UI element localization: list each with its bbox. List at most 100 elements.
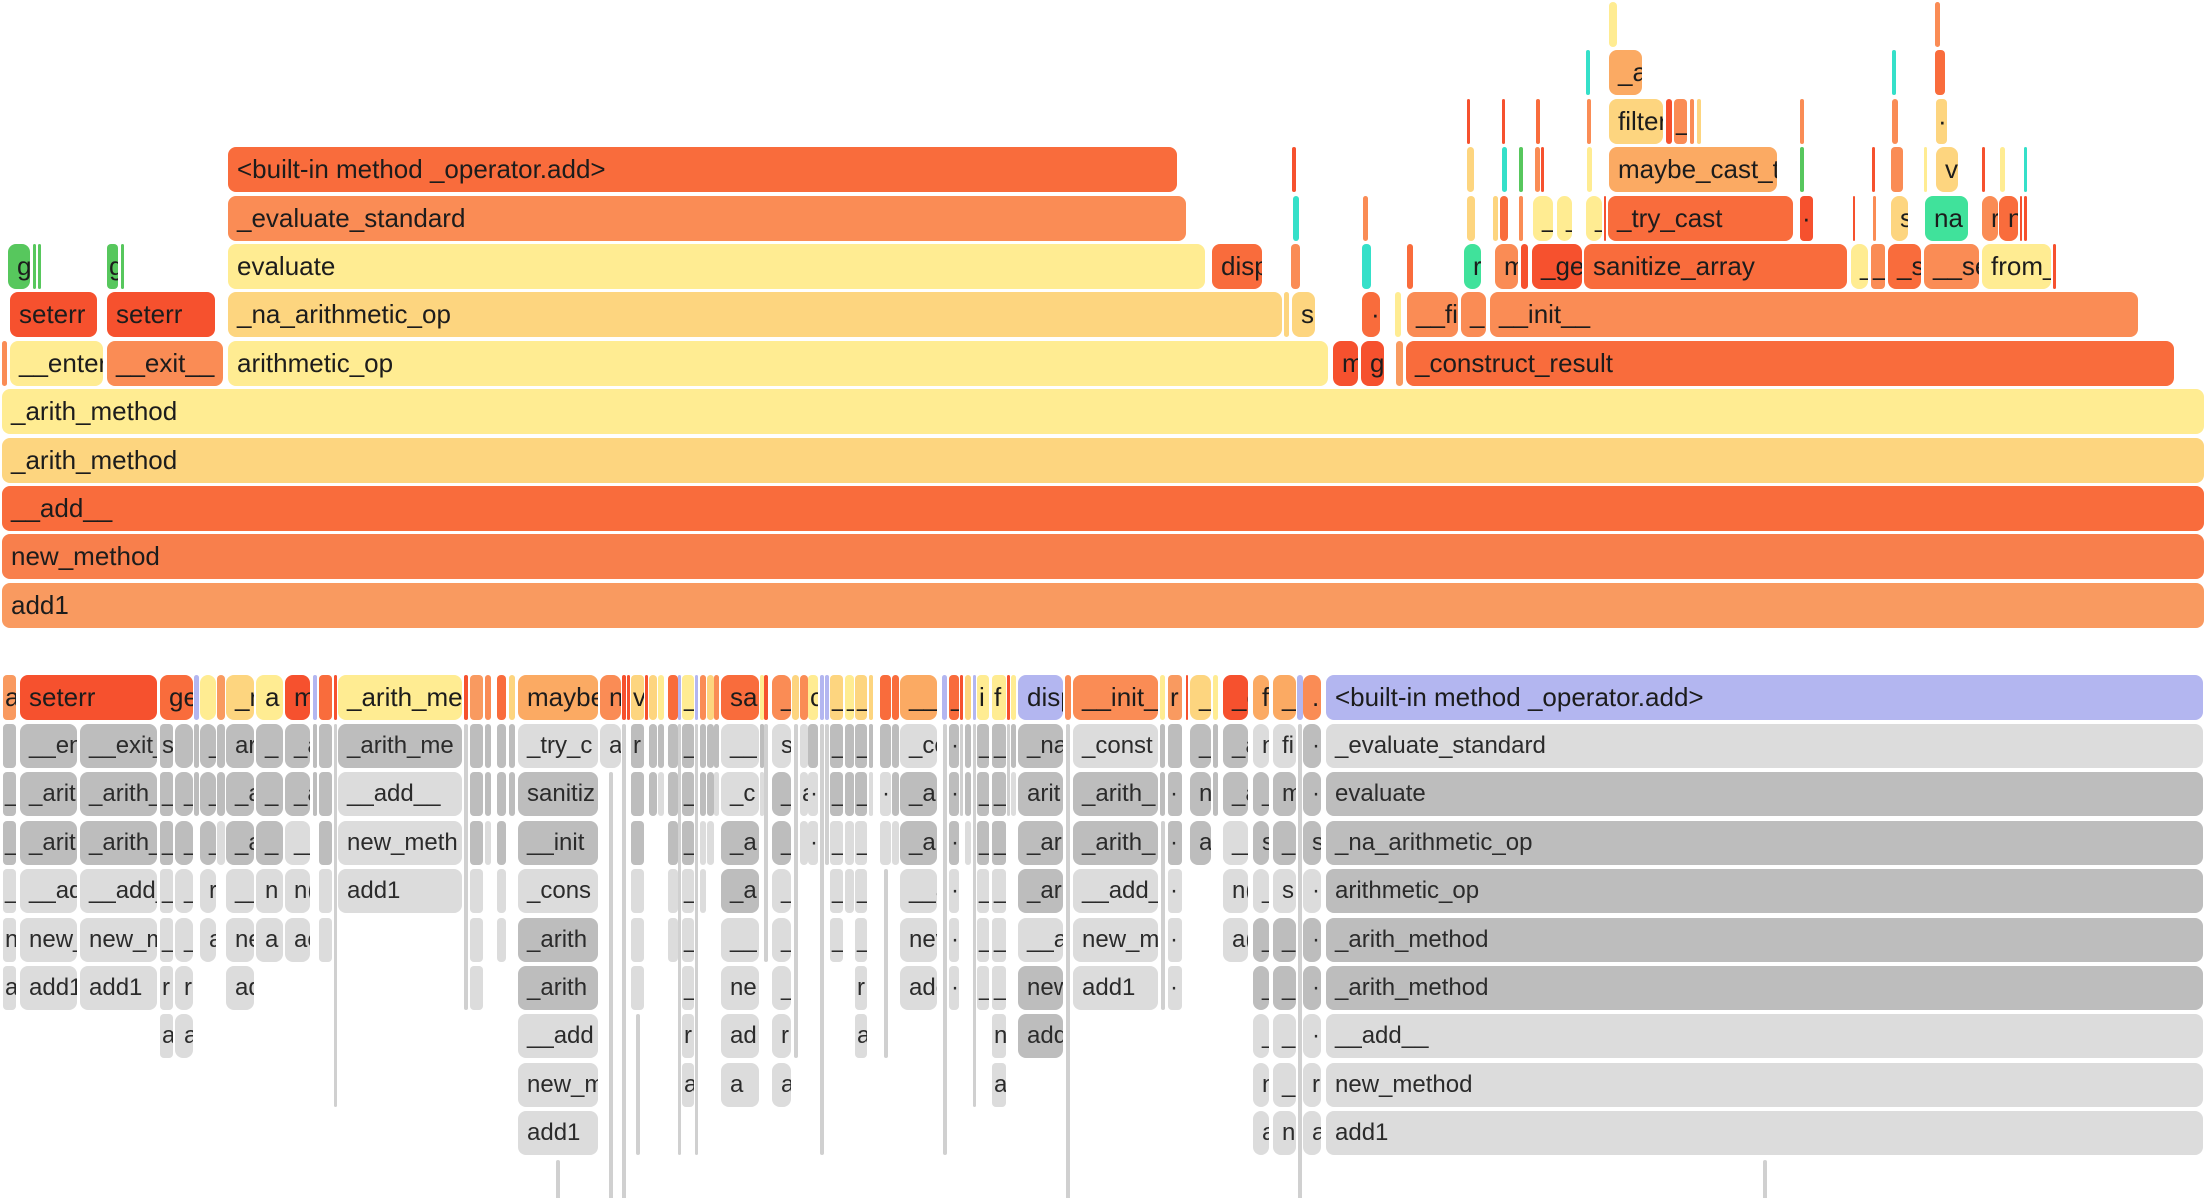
callee-cell[interactable]: a xyxy=(721,1062,759,1107)
callee-sliver[interactable] xyxy=(319,772,332,817)
callee-cell[interactable]: · xyxy=(949,917,959,962)
callee-cell[interactable]: · xyxy=(949,772,959,817)
flame-sliver[interactable] xyxy=(1502,147,1507,193)
callee-sliver[interactable] xyxy=(631,820,644,865)
flame-frame[interactable]: na xyxy=(1925,195,1968,241)
sandwich-header-sliver[interactable] xyxy=(319,675,332,720)
flame-sliver[interactable] xyxy=(121,244,124,289)
sandwich-header-sliver[interactable] xyxy=(892,675,899,720)
callee-cell[interactable]: a xyxy=(992,1062,1006,1107)
flame-sliver[interactable] xyxy=(2024,147,2027,193)
sandwich-header-sliver[interactable] xyxy=(965,675,971,720)
flame-frame[interactable]: seterr xyxy=(107,292,215,338)
flame-frame[interactable]: _construct_result xyxy=(1406,340,2174,386)
callee-cell[interactable]: add1 xyxy=(1073,966,1158,1010)
sandwich-header-sliver[interactable] xyxy=(334,675,337,720)
flame-frame[interactable]: m xyxy=(1333,340,1358,386)
callee-cell[interactable]: ad xyxy=(721,1014,759,1059)
callee-cell[interactable]: · xyxy=(1168,869,1182,914)
callee-cell[interactable]: _na xyxy=(1018,724,1063,768)
callee-cell[interactable]: r xyxy=(1303,1062,1321,1107)
callee-cell[interactable]: _ xyxy=(977,724,989,768)
callee-cell[interactable]: _arith xyxy=(20,820,77,865)
flame-frame[interactable]: <built-in method _operator.add> xyxy=(228,147,1177,193)
sandwich-header-cell[interactable]: <built-in method _operator.add> xyxy=(1326,675,2203,720)
flame-frame[interactable]: from_ xyxy=(1982,244,2051,289)
callee-cell[interactable]: _ xyxy=(1273,820,1296,865)
sandwich-header-cell[interactable]: seterr xyxy=(20,675,157,720)
flame-sliver[interactable] xyxy=(1500,195,1508,241)
callee-cell[interactable]: _a xyxy=(285,724,310,768)
callee-cell[interactable]: _co xyxy=(900,724,937,768)
callee-cell[interactable]: _ xyxy=(772,869,791,914)
callee-cell[interactable]: fi xyxy=(1273,724,1296,768)
sandwich-header-cell[interactable]: _ xyxy=(682,675,694,720)
flame-frame[interactable]: g xyxy=(8,244,30,289)
sandwich-header-cell[interactable]: _ xyxy=(1273,675,1296,720)
callee-cell[interactable]: _c xyxy=(721,772,759,817)
callee-cell[interactable]: _ xyxy=(772,772,791,817)
callee-sliver[interactable] xyxy=(470,724,483,768)
flame-frame[interactable]: s xyxy=(1891,195,1908,241)
callee-cell[interactable]: a xyxy=(160,1014,173,1059)
flame-sliver[interactable] xyxy=(1284,292,1289,338)
callee-cell[interactable]: s xyxy=(1253,820,1269,865)
callee-sliver[interactable] xyxy=(470,772,483,817)
flame-sliver[interactable] xyxy=(1924,147,1927,193)
flame-sliver[interactable] xyxy=(1293,195,1299,241)
flame-sliver[interactable] xyxy=(1467,195,1475,241)
callee-cell[interactable]: _ xyxy=(977,966,989,1010)
callee-cell[interactable]: a xyxy=(600,724,621,768)
callee-sliver[interactable] xyxy=(668,869,678,914)
callee-sliver[interactable] xyxy=(175,724,193,768)
flame-frame[interactable]: _ xyxy=(1461,292,1486,338)
flame-sliver[interactable] xyxy=(2000,147,2005,193)
callee-sliver[interactable] xyxy=(313,724,317,768)
callee-sliver[interactable] xyxy=(470,966,483,1010)
flame-sliver[interactable] xyxy=(1935,50,1945,96)
callee-cell[interactable]: _evaluate_standard xyxy=(1326,724,2203,768)
flame-frame[interactable]: g xyxy=(1361,340,1384,386)
callee-sliver[interactable] xyxy=(319,869,332,914)
sandwich-header-sliver[interactable] xyxy=(695,675,698,720)
sandwich-header-sliver[interactable] xyxy=(217,675,225,720)
sandwich-header-sliver[interactable] xyxy=(678,675,681,720)
callee-cell[interactable]: _ xyxy=(977,772,989,817)
callee-cell[interactable]: _ xyxy=(1190,724,1211,768)
flame-frame[interactable]: __se xyxy=(1924,244,1979,289)
sandwich-header-cell[interactable]: r xyxy=(1168,675,1182,720)
callee-cell[interactable]: _ xyxy=(772,966,791,1010)
sandwich-header-cell[interactable]: _ xyxy=(949,675,959,720)
callee-sliver[interactable] xyxy=(658,724,664,768)
callee-cell[interactable]: __ent xyxy=(20,724,77,768)
callee-cell[interactable]: _ xyxy=(682,724,694,768)
callee-cell[interactable]: _ xyxy=(992,869,1006,914)
flame-sliver[interactable] xyxy=(1800,98,1804,144)
callee-cell[interactable]: r xyxy=(160,966,173,1010)
callee-cell[interactable]: new_meth xyxy=(338,820,462,865)
flame-frame[interactable]: _na_arithmetic_op xyxy=(228,292,1282,338)
sandwich-header-sliver[interactable] xyxy=(658,675,664,720)
callee-cell[interactable]: · xyxy=(949,724,959,768)
flame-frame[interactable]: s xyxy=(1292,292,1315,338)
flame-sliver[interactable] xyxy=(38,244,41,289)
flame-sliver[interactable] xyxy=(1853,195,1855,241)
callee-sliver[interactable] xyxy=(892,820,899,865)
callee-cell[interactable]: add1 xyxy=(518,1111,598,1156)
callee-cell[interactable]: a xyxy=(200,917,216,962)
callee-cell[interactable]: · xyxy=(1303,772,1321,817)
callee-cell[interactable]: · xyxy=(1168,820,1182,865)
callee-sliver[interactable] xyxy=(509,772,515,817)
flame-frame[interactable]: · xyxy=(1800,195,1813,241)
sandwich-header-sliver[interactable] xyxy=(622,675,626,720)
callee-sliver[interactable] xyxy=(1160,772,1165,817)
flame-sliver[interactable] xyxy=(2020,195,2022,241)
callee-cell[interactable]: a xyxy=(175,1014,193,1059)
callee-cell[interactable]: _a xyxy=(1223,772,1248,817)
callee-sliver[interactable] xyxy=(869,724,873,768)
callee-cell[interactable]: _ xyxy=(682,966,694,1010)
callee-cell[interactable]: a xyxy=(800,772,808,817)
callee-cell[interactable]: r xyxy=(855,966,867,1010)
callee-sliver[interactable] xyxy=(668,724,678,768)
sandwich-header-sliver[interactable] xyxy=(470,675,483,720)
